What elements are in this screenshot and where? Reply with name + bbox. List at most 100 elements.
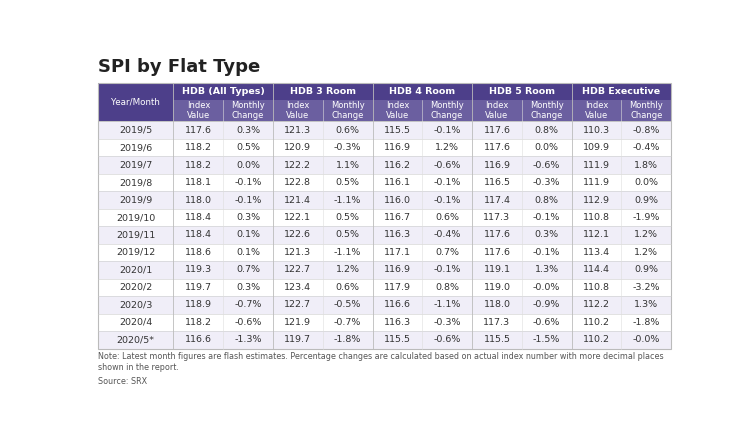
Text: 1.3%: 1.3% (535, 266, 559, 274)
Text: 1.2%: 1.2% (336, 266, 360, 274)
Text: -1.9%: -1.9% (632, 213, 660, 222)
Text: HDB 3 Room: HDB 3 Room (290, 87, 356, 96)
Text: 0.3%: 0.3% (236, 126, 260, 135)
Text: -0.1%: -0.1% (433, 195, 460, 205)
Text: -0.3%: -0.3% (433, 318, 461, 327)
Text: Index
Value: Index Value (585, 101, 608, 120)
Text: -0.1%: -0.1% (533, 213, 560, 222)
Bar (98, 226, 671, 244)
Text: 117.1: 117.1 (384, 248, 411, 257)
Text: 116.7: 116.7 (384, 213, 411, 222)
Text: 120.9: 120.9 (284, 143, 311, 152)
Text: 117.6: 117.6 (484, 248, 511, 257)
Text: 115.5: 115.5 (384, 335, 411, 344)
Text: 117.6: 117.6 (484, 126, 511, 135)
Text: -1.1%: -1.1% (334, 248, 362, 257)
Text: 2020/3: 2020/3 (118, 300, 152, 309)
Text: 113.4: 113.4 (583, 248, 610, 257)
Text: 118.9: 118.9 (184, 300, 211, 309)
Bar (621, 100, 671, 122)
Text: 2019/11: 2019/11 (116, 231, 155, 240)
Text: Monthly
Change: Monthly Change (430, 101, 464, 120)
Text: 1.2%: 1.2% (634, 248, 658, 257)
Bar (373, 100, 422, 122)
Text: 117.3: 117.3 (484, 213, 511, 222)
Text: 2020/2: 2020/2 (119, 283, 152, 292)
Bar (98, 209, 671, 226)
Text: 2019/9: 2019/9 (119, 195, 152, 205)
Text: 118.2: 118.2 (184, 318, 211, 327)
Text: 119.1: 119.1 (484, 266, 511, 274)
Text: 2019/10: 2019/10 (116, 213, 155, 222)
Text: 2020/1: 2020/1 (119, 266, 152, 274)
Text: 117.9: 117.9 (384, 283, 411, 292)
Text: HDB 4 Room: HDB 4 Room (389, 87, 455, 96)
Text: 112.9: 112.9 (583, 195, 610, 205)
Text: 119.0: 119.0 (484, 283, 511, 292)
Text: Year/Month: Year/Month (111, 97, 160, 107)
Text: 0.1%: 0.1% (236, 231, 260, 240)
Text: 122.8: 122.8 (284, 178, 311, 187)
Text: Monthly
Change: Monthly Change (331, 101, 364, 120)
Text: -0.1%: -0.1% (533, 248, 560, 257)
Text: 123.4: 123.4 (284, 283, 311, 292)
Text: -3.2%: -3.2% (632, 283, 660, 292)
Bar (472, 83, 572, 100)
Bar (98, 296, 671, 314)
Text: 0.9%: 0.9% (634, 266, 658, 274)
Text: 118.4: 118.4 (184, 231, 211, 240)
Bar (98, 156, 671, 174)
Text: -0.7%: -0.7% (235, 300, 262, 309)
Bar (322, 100, 373, 122)
Text: Index
Value: Index Value (187, 101, 210, 120)
Text: 118.4: 118.4 (184, 213, 211, 222)
Text: -1.8%: -1.8% (632, 318, 660, 327)
Text: Monthly
Change: Monthly Change (231, 101, 265, 120)
Text: 0.1%: 0.1% (236, 248, 260, 257)
Text: -0.4%: -0.4% (433, 231, 460, 240)
Text: -0.3%: -0.3% (334, 143, 362, 152)
Text: 0.8%: 0.8% (535, 126, 559, 135)
Text: 2019/8: 2019/8 (119, 178, 152, 187)
Text: 115.5: 115.5 (384, 126, 411, 135)
Text: 121.9: 121.9 (284, 318, 311, 327)
Text: 1.2%: 1.2% (634, 231, 658, 240)
Text: 2020/4: 2020/4 (119, 318, 152, 327)
Text: 0.5%: 0.5% (336, 178, 360, 187)
Text: 116.3: 116.3 (384, 231, 411, 240)
Text: 111.9: 111.9 (583, 178, 610, 187)
Bar (98, 314, 671, 331)
Text: 109.9: 109.9 (583, 143, 610, 152)
Text: 0.6%: 0.6% (336, 283, 360, 292)
Text: 0.5%: 0.5% (336, 213, 360, 222)
Text: 110.2: 110.2 (583, 335, 610, 344)
Text: -0.1%: -0.1% (433, 266, 460, 274)
Text: 0.6%: 0.6% (336, 126, 360, 135)
Text: 0.5%: 0.5% (336, 231, 360, 240)
Text: -0.1%: -0.1% (433, 178, 460, 187)
Text: 114.4: 114.4 (583, 266, 610, 274)
Text: 117.6: 117.6 (484, 143, 511, 152)
Text: -0.0%: -0.0% (632, 335, 660, 344)
Text: 116.1: 116.1 (384, 178, 411, 187)
Text: 1.1%: 1.1% (336, 160, 360, 169)
Bar (572, 100, 621, 122)
Text: 117.6: 117.6 (184, 126, 211, 135)
Bar (98, 331, 671, 349)
Text: 118.1: 118.1 (184, 178, 211, 187)
Text: 2019/5: 2019/5 (119, 126, 152, 135)
Text: 115.5: 115.5 (484, 335, 511, 344)
Bar (98, 139, 671, 156)
Text: 110.3: 110.3 (583, 126, 610, 135)
Text: 2019/12: 2019/12 (116, 248, 155, 257)
Text: 118.2: 118.2 (184, 160, 211, 169)
Text: 117.3: 117.3 (484, 318, 511, 327)
Text: Monthly
Change: Monthly Change (629, 101, 663, 120)
Text: 0.3%: 0.3% (236, 283, 260, 292)
Text: -0.4%: -0.4% (632, 143, 660, 152)
Bar (522, 100, 572, 122)
Text: -0.6%: -0.6% (235, 318, 262, 327)
Text: 1.8%: 1.8% (634, 160, 658, 169)
Text: -0.5%: -0.5% (334, 300, 362, 309)
Text: Source: SRX: Source: SRX (98, 377, 147, 386)
